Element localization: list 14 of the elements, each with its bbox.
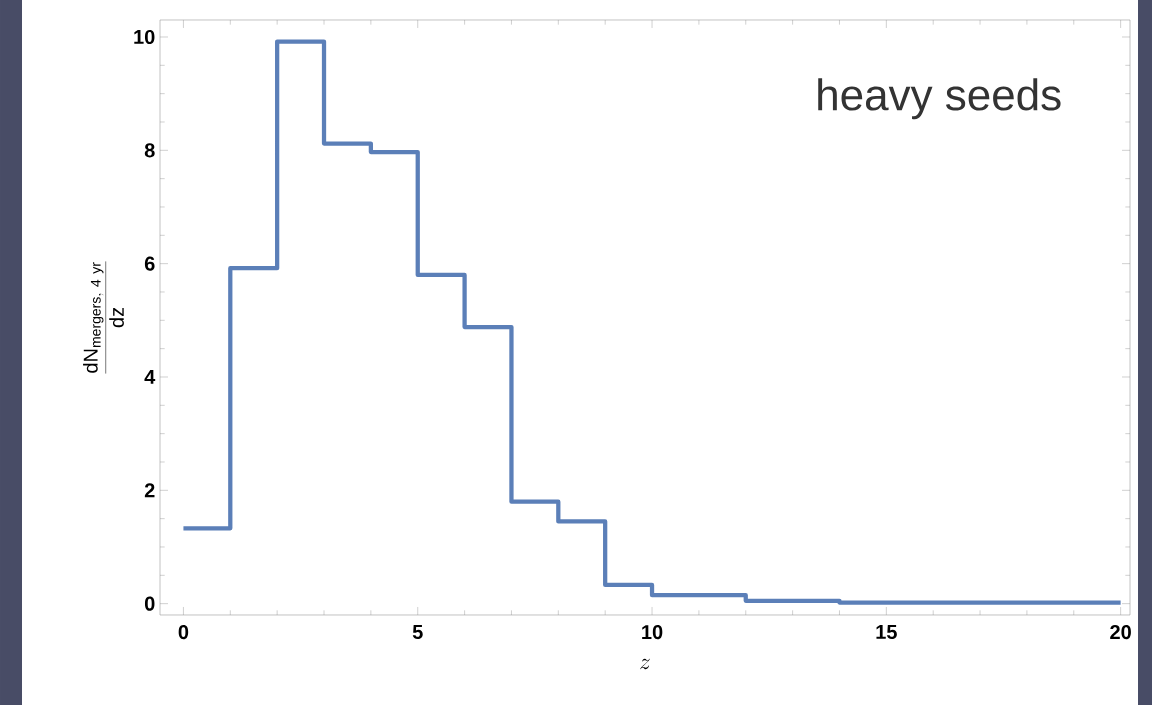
y-tick-label: 2 [144,483,155,498]
y-tick-label: 4 [144,370,156,384]
y-tick-label: 10 [134,29,155,45]
x-tick-label: 5 [412,625,423,639]
x-tick-label: 15 [876,625,897,639]
y-tick-label: 0 [144,596,155,611]
x-tick-label: 20 [1110,625,1131,640]
y-tick-label: 6 [144,256,155,271]
x-tick-label: 0 [178,625,189,640]
y-axis-title: $\frac{\mathrm{dN}_{\mathrm{mergers,\ 4\ yr}}}{\mathrm{dz}}$ [83,261,124,374]
y-tick-label: 8 [144,143,155,158]
annotation: heavy seeds [818,78,1061,120]
x-tick-label: 10 [642,625,663,640]
x-axis-title: $z$ [640,658,650,670]
